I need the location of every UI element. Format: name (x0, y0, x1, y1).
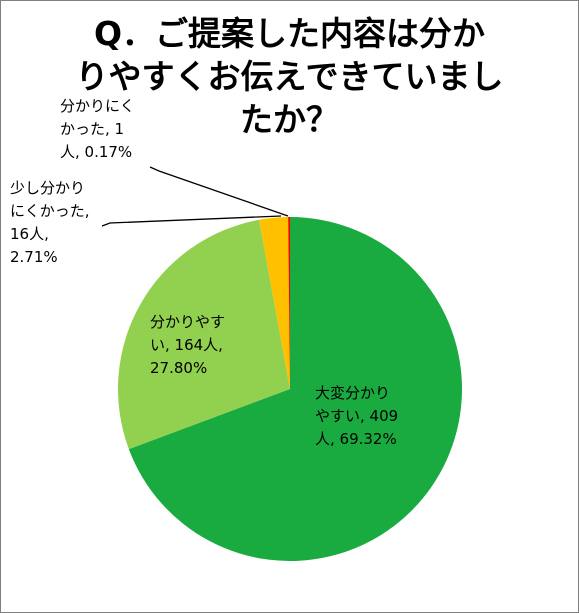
label-very-easy-line-2: やすい, 409 (315, 407, 398, 425)
chart-title-line-2: りやすくお伝えできていまし (75, 57, 504, 96)
slice-somewhat-hard (259, 217, 290, 389)
label-somewhat-hard-line-1: 少し分かり (10, 179, 85, 197)
label-easy-line-1: 分かりやす (150, 313, 225, 331)
data-labels: 大変分かりやすい, 409 人, 69.32% 分かりやすい, 164人, 27.80… (10, 97, 398, 448)
leader-hard (149, 166, 289, 217)
label-somewhat-hard-line-2: にくかった, (10, 202, 89, 220)
label-somewhat-hard-line-3: 16人, (10, 225, 49, 243)
slice-easy (118, 219, 290, 450)
label-somewhat-hard: 少し分かりにくかった, 16人, 2.71% (10, 179, 89, 266)
leader-somewhat-hard (101, 215, 282, 227)
pie-slices (118, 217, 463, 561)
slice-very-easy (128, 217, 463, 561)
label-hard-line-1: 分かりにく (60, 97, 135, 115)
leader-lines (101, 166, 289, 227)
label-very-easy-line-3: 人, 69.32% (315, 430, 397, 448)
label-easy: 分かりやすい, 164人, 27.80% (150, 313, 225, 377)
label-very-easy: 大変分かりやすい, 409 人, 69.32% (315, 384, 398, 448)
label-somewhat-hard-line-4: 2.71% (10, 248, 58, 266)
label-easy-line-3: 27.80% (150, 359, 207, 377)
label-easy-line-2: い, 164人, (150, 336, 223, 354)
label-very-easy-line-1: 大変分かり (315, 384, 390, 402)
chart-title-line-1: Q．ご提案した内容は分か (93, 14, 486, 53)
label-hard-line-2: かった, 1 (60, 120, 124, 138)
slice-hard (288, 217, 290, 389)
label-hard-line-3: 人, 0.17% (60, 143, 132, 161)
chart-title-line-3: たか？ (240, 100, 339, 139)
label-hard: 分かりにくかった, 1 人, 0.17% (60, 97, 135, 161)
